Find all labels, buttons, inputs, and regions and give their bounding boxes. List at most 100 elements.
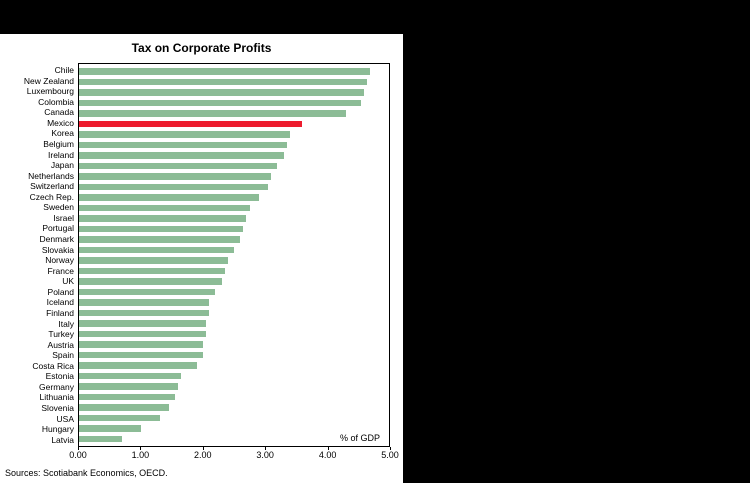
source-note: Sources: Scotiabank Economics, OECD. bbox=[5, 468, 168, 478]
x-tick-label: 3.00 bbox=[256, 450, 274, 460]
bar-mexico bbox=[79, 120, 303, 127]
axis-unit-label: % of GDP bbox=[339, 433, 380, 443]
bar-germany bbox=[79, 383, 179, 390]
country-label: Czech Rep. bbox=[29, 191, 74, 202]
country-label: Sweden bbox=[43, 202, 74, 213]
bar-israel bbox=[79, 215, 247, 222]
bar-row bbox=[79, 224, 389, 235]
country-label: Mexico bbox=[47, 117, 74, 128]
country-label: Luxembourg bbox=[26, 86, 74, 97]
bar-sweden bbox=[79, 204, 250, 211]
bar-row bbox=[79, 329, 389, 340]
bar-usa bbox=[79, 414, 160, 421]
country-label: Norway bbox=[45, 255, 74, 266]
country-label: France bbox=[47, 265, 74, 276]
bar-canada bbox=[79, 110, 346, 117]
bar-france bbox=[79, 267, 225, 274]
bar-ireland bbox=[79, 152, 284, 159]
country-label: Hungary bbox=[41, 424, 74, 435]
bar-row bbox=[79, 234, 389, 245]
bar-row bbox=[79, 339, 389, 350]
country-label: Estonia bbox=[45, 371, 74, 382]
bar-slovenia bbox=[79, 404, 169, 411]
x-tick-mark bbox=[265, 447, 267, 450]
bar-row bbox=[79, 360, 389, 371]
bar-costa-rica bbox=[79, 362, 197, 369]
bar-slovakia bbox=[79, 246, 234, 253]
country-label: Colombia bbox=[38, 96, 74, 107]
bar-row bbox=[79, 255, 389, 266]
bars-area bbox=[78, 63, 390, 447]
country-label: Chile bbox=[54, 65, 74, 76]
country-label: Germany bbox=[39, 381, 74, 392]
bar-portugal bbox=[79, 225, 244, 232]
bar-hungary bbox=[79, 425, 141, 432]
bar-row bbox=[79, 203, 389, 214]
country-label: Canada bbox=[44, 107, 74, 118]
bar-korea bbox=[79, 131, 290, 138]
x-tick-label: 4.00 bbox=[318, 450, 337, 460]
bar-row bbox=[79, 402, 389, 413]
bar-row bbox=[79, 182, 389, 193]
bar-latvia bbox=[79, 435, 123, 442]
x-tick-label: 0.00 bbox=[69, 450, 87, 460]
country-label: New Zealand bbox=[23, 75, 74, 86]
bar-luxembourg bbox=[79, 89, 365, 96]
country-label: Spain bbox=[52, 350, 74, 361]
country-label: Latvia bbox=[51, 434, 74, 445]
country-label: Iceland bbox=[46, 297, 74, 308]
bar-row bbox=[79, 287, 389, 298]
bar-row bbox=[79, 171, 389, 182]
bar-row bbox=[79, 350, 389, 361]
bar-finland bbox=[79, 309, 210, 316]
bar-row bbox=[79, 297, 389, 308]
plot-area: % of GDP bbox=[78, 63, 390, 447]
bar-row bbox=[79, 392, 389, 403]
bar-row bbox=[79, 213, 389, 224]
country-label: Costa Rica bbox=[32, 360, 74, 371]
bar-row bbox=[79, 129, 389, 140]
country-label: UK bbox=[62, 276, 74, 287]
bar-row bbox=[79, 161, 389, 172]
bar-lithuania bbox=[79, 393, 176, 400]
country-label: USA bbox=[56, 413, 74, 424]
bar-row bbox=[79, 87, 389, 98]
country-label: Finland bbox=[46, 307, 74, 318]
bar-row bbox=[79, 98, 389, 109]
bar-row bbox=[79, 108, 389, 119]
bar-japan bbox=[79, 162, 278, 169]
bar-colombia bbox=[79, 99, 362, 106]
chart-body: Chile New Zealand Luxembourg Colombia Canada… bbox=[0, 63, 403, 447]
country-label: Belgium bbox=[43, 138, 74, 149]
x-tick-label: 1.00 bbox=[131, 450, 150, 460]
country-label: Israel bbox=[53, 212, 74, 223]
bar-row bbox=[79, 413, 389, 424]
country-label: Denmark bbox=[39, 234, 74, 245]
bar-new-zealand bbox=[79, 78, 368, 85]
bar-netherlands bbox=[79, 173, 272, 180]
x-tick-label: 2.00 bbox=[194, 450, 212, 460]
bar-switzerland bbox=[79, 183, 269, 190]
bar-estonia bbox=[79, 372, 182, 379]
bar-uk bbox=[79, 278, 222, 285]
bar-row bbox=[79, 318, 389, 329]
country-label: Portugal bbox=[42, 223, 74, 234]
x-tick-mark bbox=[78, 447, 79, 450]
bar-row bbox=[79, 119, 389, 130]
bar-row bbox=[79, 77, 389, 88]
country-label: Turkey bbox=[48, 329, 74, 340]
x-axis: 0.00 1.00 2.00 3.00 4.00 5.00 bbox=[69, 447, 399, 462]
x-tick-label: 5.00 bbox=[381, 450, 399, 460]
bar-italy bbox=[79, 320, 207, 327]
x-tick-mark bbox=[327, 447, 329, 450]
bar-austria bbox=[79, 341, 203, 348]
bar-row bbox=[79, 308, 389, 319]
country-label: Poland bbox=[47, 286, 74, 297]
bar-row bbox=[79, 140, 389, 151]
country-label: Slovenia bbox=[41, 403, 74, 414]
bar-row bbox=[79, 434, 389, 445]
country-label: Ireland bbox=[48, 149, 74, 160]
country-label: Japan bbox=[50, 160, 74, 171]
bar-row bbox=[79, 423, 389, 434]
x-tick-mark bbox=[202, 447, 204, 450]
